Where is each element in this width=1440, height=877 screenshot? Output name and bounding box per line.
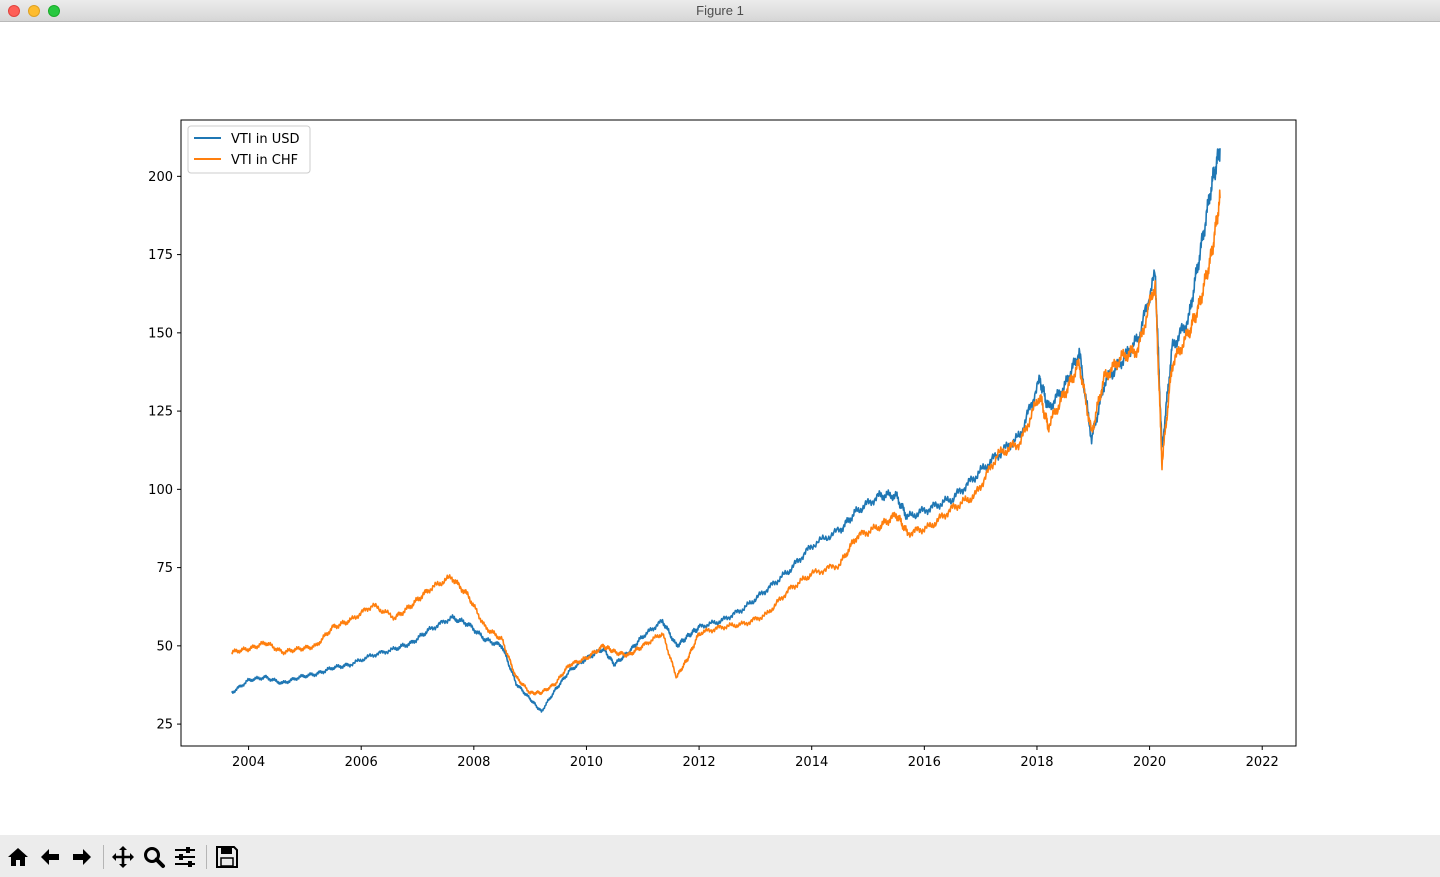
navigation-toolbar bbox=[0, 835, 1440, 877]
zoom-icon bbox=[144, 847, 165, 868]
configure-subplots-button[interactable] bbox=[172, 844, 198, 870]
y-tick-label: 150 bbox=[148, 326, 173, 341]
y-tick-label: 125 bbox=[148, 405, 173, 420]
x-tick-label: 2010 bbox=[570, 755, 603, 770]
subplots-config-icon bbox=[175, 847, 195, 867]
x-tick-label: 2022 bbox=[1246, 755, 1279, 770]
home-button[interactable] bbox=[5, 844, 31, 870]
back-arrow-icon bbox=[41, 849, 59, 865]
toolbar-separator bbox=[103, 845, 104, 869]
legend-label: VTI in USD bbox=[231, 132, 300, 147]
series-line-chf bbox=[230, 189, 1221, 696]
y-tick-label: 100 bbox=[148, 483, 173, 498]
toolbar-separator bbox=[206, 845, 207, 869]
x-tick-label: 2006 bbox=[345, 755, 378, 770]
window-titlebar: Figure 1 bbox=[0, 0, 1440, 22]
home-icon bbox=[8, 848, 28, 866]
axis-layer: 2004 2006 2008 2010 2012 2014 2016 2018 2020 2022… bbox=[148, 170, 1279, 770]
y-tick-label: 175 bbox=[148, 248, 173, 263]
legend-label: VTI in CHF bbox=[231, 153, 298, 168]
save-button[interactable] bbox=[214, 844, 240, 870]
y-tick-label: 25 bbox=[156, 718, 173, 733]
zoom-button[interactable] bbox=[141, 844, 167, 870]
figure-canvas: 2004 2006 2008 2010 2012 2014 2016 2018 2020 2022… bbox=[0, 22, 1440, 835]
axes-frame bbox=[180, 119, 1297, 747]
window-title: Figure 1 bbox=[696, 3, 744, 18]
legend: VTI in USD VTI in CHF bbox=[187, 125, 311, 174]
minimize-window-button[interactable] bbox=[28, 5, 40, 17]
x-tick-label: 2004 bbox=[232, 755, 265, 770]
series-layer bbox=[230, 148, 1221, 713]
maximize-window-button[interactable] bbox=[48, 5, 60, 17]
x-tick-label: 2020 bbox=[1133, 755, 1166, 770]
save-icon bbox=[216, 846, 238, 868]
y-tick-label: 50 bbox=[156, 639, 173, 654]
pan-button[interactable] bbox=[110, 844, 136, 870]
forward-arrow-icon bbox=[73, 849, 91, 865]
pan-icon bbox=[112, 846, 134, 868]
x-tick-label: 2014 bbox=[795, 755, 828, 770]
y-tick-label: 75 bbox=[156, 561, 173, 576]
x-tick-label: 2012 bbox=[683, 755, 716, 770]
back-button[interactable] bbox=[37, 844, 63, 870]
x-tick-label: 2016 bbox=[908, 755, 941, 770]
close-window-button[interactable] bbox=[8, 5, 20, 17]
x-tick-label: 2018 bbox=[1020, 755, 1053, 770]
forward-button[interactable] bbox=[69, 844, 95, 870]
y-tick-label: 200 bbox=[148, 170, 173, 185]
x-tick-label: 2008 bbox=[457, 755, 490, 770]
